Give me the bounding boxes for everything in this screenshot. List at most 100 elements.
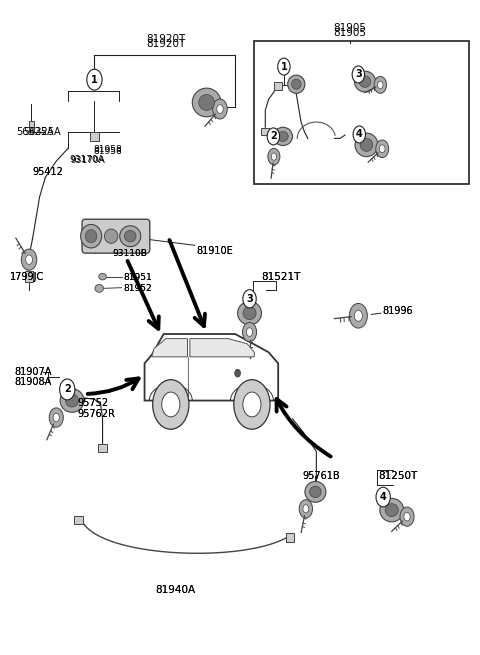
- Ellipse shape: [359, 76, 371, 87]
- Text: 93170A: 93170A: [71, 156, 106, 165]
- Text: 81920T: 81920T: [146, 39, 186, 48]
- Text: 56325A: 56325A: [16, 127, 53, 137]
- FancyBboxPatch shape: [82, 219, 150, 253]
- Circle shape: [49, 408, 63, 427]
- Text: 81920T: 81920T: [146, 34, 186, 44]
- Text: 95761B: 95761B: [302, 471, 340, 481]
- Circle shape: [378, 81, 383, 88]
- Circle shape: [376, 140, 389, 158]
- Ellipse shape: [243, 307, 256, 320]
- Polygon shape: [144, 334, 278, 401]
- Circle shape: [400, 507, 414, 526]
- Text: 81250T: 81250T: [378, 471, 418, 481]
- Circle shape: [278, 58, 290, 75]
- Text: 81951: 81951: [123, 272, 152, 282]
- Circle shape: [303, 505, 309, 513]
- Bar: [262, 128, 269, 136]
- Circle shape: [60, 379, 75, 400]
- Circle shape: [242, 322, 257, 342]
- Ellipse shape: [380, 498, 404, 522]
- Text: 81958: 81958: [94, 145, 122, 154]
- Text: 81907A: 81907A: [15, 367, 52, 377]
- Text: 81958: 81958: [94, 147, 122, 156]
- Text: 81905: 81905: [333, 28, 366, 38]
- Bar: [90, 132, 99, 141]
- Circle shape: [354, 310, 362, 321]
- Text: 81940A: 81940A: [156, 585, 196, 595]
- Ellipse shape: [192, 88, 221, 117]
- Text: 81521T: 81521T: [262, 272, 301, 282]
- Text: 95412: 95412: [33, 167, 63, 178]
- Text: 81996: 81996: [382, 305, 413, 316]
- Text: 93170A: 93170A: [70, 155, 105, 164]
- Circle shape: [213, 99, 227, 119]
- Ellipse shape: [81, 225, 102, 248]
- Bar: [286, 533, 294, 542]
- Circle shape: [87, 69, 102, 90]
- Circle shape: [216, 105, 223, 113]
- Text: 81908A: 81908A: [15, 377, 52, 387]
- Text: 81940A: 81940A: [156, 585, 196, 595]
- Ellipse shape: [274, 127, 292, 145]
- Text: 4: 4: [380, 492, 386, 502]
- Text: 81250T: 81250T: [378, 471, 418, 481]
- Ellipse shape: [85, 230, 97, 242]
- Text: 95761B: 95761B: [302, 471, 340, 481]
- Circle shape: [379, 145, 385, 153]
- Bar: [74, 515, 83, 524]
- Text: 2: 2: [64, 384, 71, 394]
- Text: 1: 1: [91, 75, 98, 84]
- Bar: [25, 271, 33, 282]
- Ellipse shape: [288, 75, 305, 94]
- Text: 81910E: 81910E: [196, 246, 233, 256]
- Text: 95752: 95752: [78, 398, 109, 408]
- Text: 95412: 95412: [33, 167, 63, 178]
- Circle shape: [153, 380, 189, 429]
- Text: 95752: 95752: [78, 398, 109, 408]
- Ellipse shape: [355, 71, 375, 92]
- Circle shape: [271, 153, 276, 160]
- Circle shape: [25, 255, 33, 265]
- Text: 4: 4: [356, 130, 363, 140]
- Ellipse shape: [385, 504, 398, 517]
- Circle shape: [404, 512, 410, 521]
- Text: 93110B: 93110B: [112, 249, 147, 257]
- Ellipse shape: [99, 273, 107, 280]
- Text: 81952: 81952: [123, 284, 152, 293]
- Ellipse shape: [238, 301, 262, 325]
- Bar: [98, 444, 107, 452]
- Text: 81910E: 81910E: [196, 246, 233, 256]
- Text: 1: 1: [280, 62, 287, 71]
- Text: 1799JC: 1799JC: [10, 272, 44, 282]
- Bar: [275, 83, 282, 90]
- Text: 81905: 81905: [333, 23, 366, 33]
- Text: 1799JC: 1799JC: [10, 272, 44, 282]
- Ellipse shape: [291, 79, 301, 89]
- Text: 81951: 81951: [123, 272, 152, 282]
- Ellipse shape: [355, 133, 378, 157]
- Circle shape: [243, 392, 261, 417]
- Bar: [254, 41, 469, 184]
- Ellipse shape: [105, 229, 118, 244]
- Ellipse shape: [60, 389, 84, 412]
- Text: 81908A: 81908A: [15, 377, 52, 387]
- Circle shape: [268, 149, 280, 165]
- Circle shape: [299, 500, 312, 518]
- Text: 81996: 81996: [382, 305, 413, 316]
- Text: 56325A: 56325A: [23, 127, 60, 137]
- Ellipse shape: [278, 132, 288, 141]
- Circle shape: [21, 249, 37, 271]
- Circle shape: [246, 328, 252, 337]
- Circle shape: [234, 380, 270, 429]
- Circle shape: [352, 66, 364, 83]
- Ellipse shape: [95, 284, 104, 292]
- Circle shape: [235, 369, 240, 377]
- Text: 93110B: 93110B: [112, 249, 147, 257]
- Circle shape: [243, 290, 256, 308]
- Text: 81907A: 81907A: [15, 367, 52, 377]
- Ellipse shape: [199, 94, 215, 111]
- Circle shape: [53, 413, 60, 422]
- Text: 81521T: 81521T: [262, 272, 301, 282]
- Ellipse shape: [124, 231, 136, 242]
- Text: 2: 2: [270, 132, 277, 141]
